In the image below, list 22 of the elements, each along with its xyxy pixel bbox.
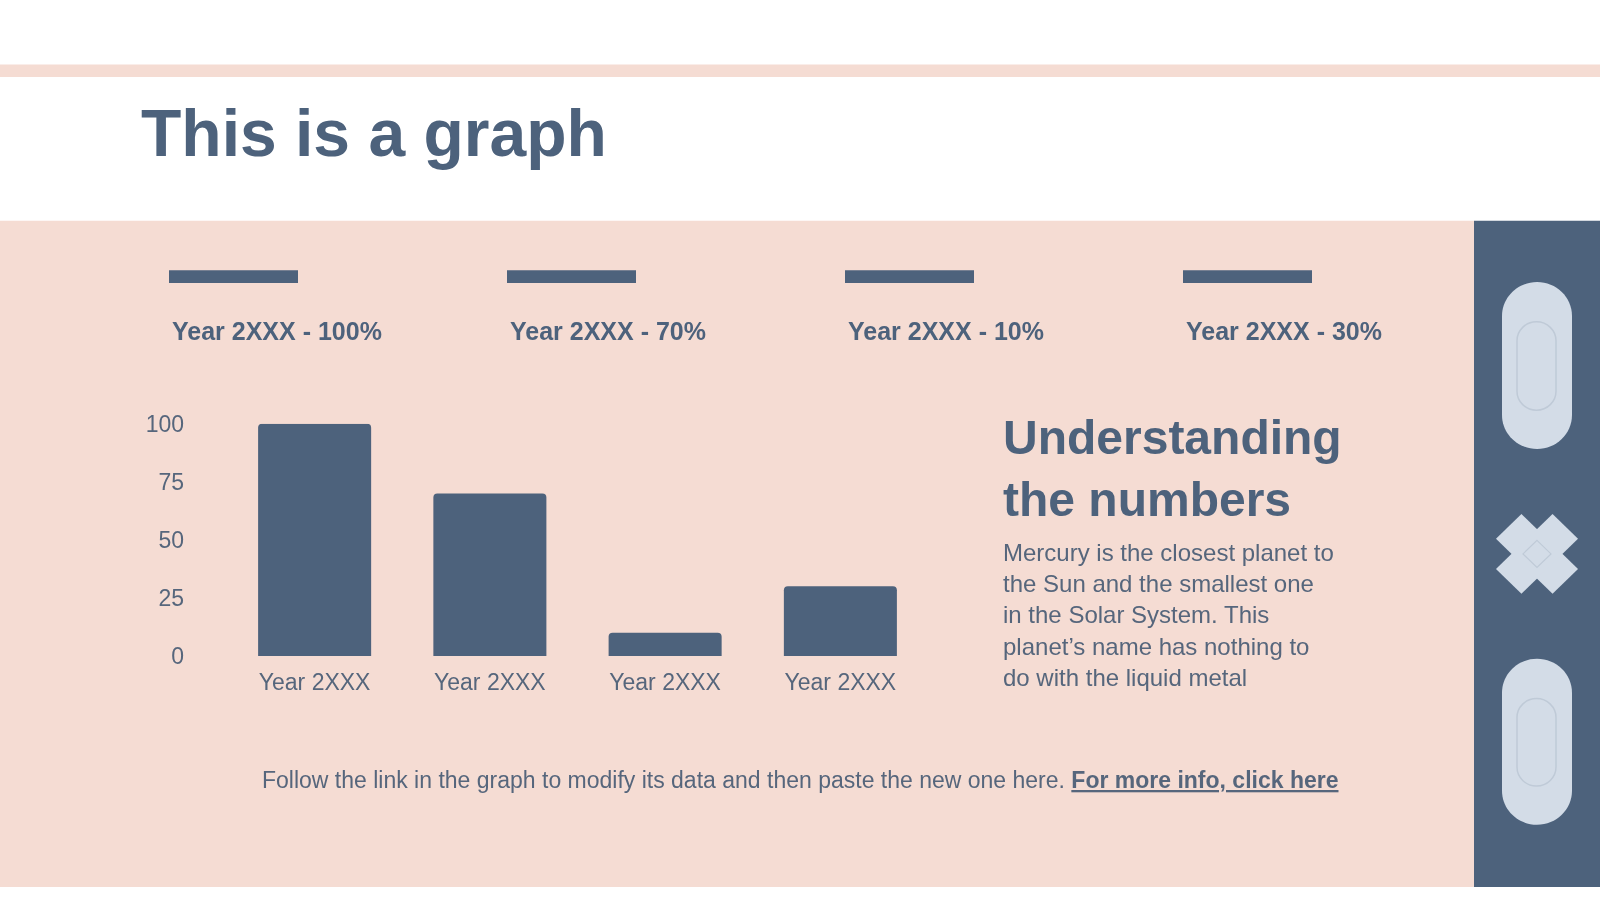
y-tick-label: 25 — [158, 584, 184, 611]
text: Follow the link in the graph to modify its data and then paste the new one here. — [262, 767, 1065, 793]
text: For more info, click here — [1071, 767, 1339, 793]
x-tick-label: Year 2XXX — [609, 668, 721, 695]
x-tick-label: Year 2XXX — [258, 668, 371, 695]
y-tick-label: 100 — [145, 410, 184, 437]
text: Year 2XXX - 10% — [848, 317, 1044, 345]
bar — [783, 586, 897, 656]
y-tick-label: 50 — [158, 526, 184, 553]
text: Mercury is the closest planet to the Sun and the smallest one in the Solar System. This planet’s name has nothing to do with the liquid metal — [1003, 539, 1334, 691]
x-tick-label: Year 2XXX — [784, 668, 897, 695]
bar — [258, 423, 372, 656]
text: Year 2XXX - 70% — [510, 317, 706, 345]
bar — [433, 493, 547, 656]
y-tick-label: 75 — [158, 468, 184, 495]
x-tick-label: Year 2XXX — [434, 668, 546, 695]
text: Understanding the numbers — [1003, 411, 1342, 527]
bar — [608, 632, 722, 656]
text: Year 2XXX - 30% — [1186, 317, 1382, 345]
chart-title: This is a graph — [141, 96, 607, 171]
text: Year 2XXX - 100% — [172, 317, 382, 345]
y-tick-label: 0 — [171, 642, 184, 669]
